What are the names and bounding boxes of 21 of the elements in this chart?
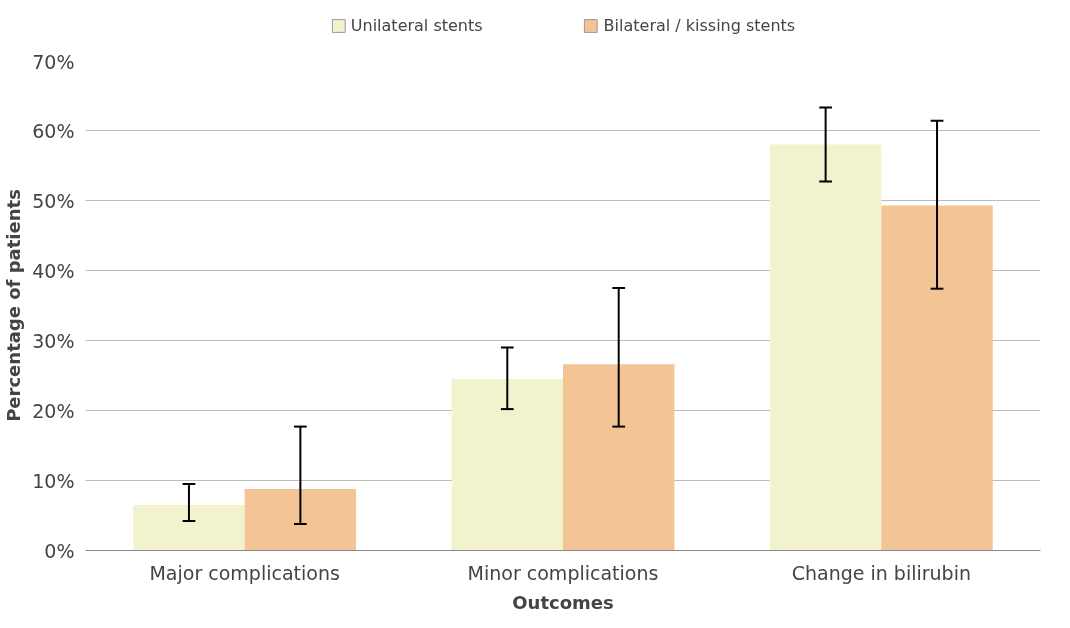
bar <box>451 379 563 551</box>
bar <box>881 205 993 551</box>
x-tick-label: Major complications <box>149 561 340 584</box>
bar <box>244 488 357 551</box>
y-tick-label: 20% <box>32 399 75 422</box>
y-tick-label: 10% <box>32 469 75 492</box>
bar <box>769 144 882 551</box>
bar <box>563 364 675 551</box>
y-tick-label: 40% <box>32 259 75 282</box>
y-tick-label: 60% <box>32 119 75 142</box>
y-tick-label: 0% <box>44 539 75 562</box>
y-tick-label: 30% <box>32 329 75 352</box>
x-axis-title: Outcomes <box>512 591 614 613</box>
y-tick-label: 70% <box>32 50 75 73</box>
x-tick-label: Minor complications <box>467 561 659 584</box>
bar <box>133 505 245 551</box>
y-axis-title: Percentage of patients <box>3 189 25 422</box>
x-tick-label: Change in bilirubin <box>791 561 971 584</box>
legend-label: Bilateral / kissing stents <box>603 15 796 35</box>
y-tick-label: 50% <box>32 189 75 212</box>
legend-label: Unilateral stents <box>350 15 483 35</box>
